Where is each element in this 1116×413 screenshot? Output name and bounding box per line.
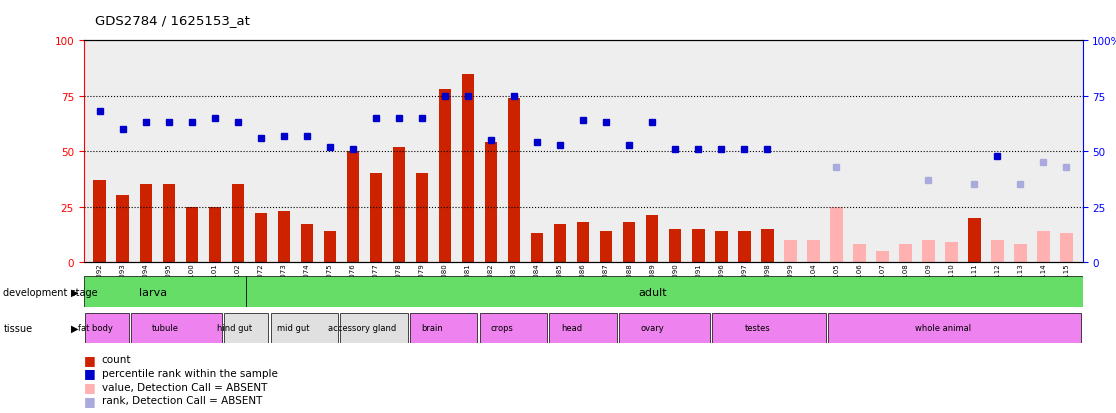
Bar (247, 277, 1083, 308)
Text: rank, Detection Call = ABSENT: rank, Detection Call = ABSENT (102, 395, 262, 405)
Text: ■: ■ (84, 353, 96, 366)
Bar (668, 229, 682, 262)
Bar (231, 185, 244, 262)
Text: whole animal: whole animal (915, 324, 971, 332)
Bar (1060, 233, 1072, 262)
Bar (828, 313, 1081, 343)
Bar (549, 313, 617, 343)
Bar (439, 90, 451, 262)
Bar (945, 242, 958, 262)
Bar (94, 180, 106, 262)
Bar (619, 313, 710, 343)
Bar (84, 277, 247, 308)
Bar (761, 229, 773, 262)
Bar (116, 196, 129, 262)
Bar (531, 233, 543, 262)
Bar (415, 174, 429, 262)
Text: mid gut: mid gut (277, 324, 309, 332)
Bar (484, 143, 498, 262)
Bar (185, 207, 199, 262)
Text: percentile rank within the sample: percentile rank within the sample (102, 368, 278, 378)
Bar (807, 240, 819, 262)
Bar (623, 223, 635, 262)
Bar (599, 231, 613, 262)
Bar (369, 174, 383, 262)
Bar (876, 251, 888, 262)
Bar (209, 207, 221, 262)
Text: value, Detection Call = ABSENT: value, Detection Call = ABSENT (102, 382, 267, 392)
Text: ■: ■ (84, 366, 96, 380)
Text: count: count (102, 354, 131, 364)
Bar (508, 99, 520, 262)
Text: GDS2784 / 1625153_at: GDS2784 / 1625153_at (95, 14, 250, 27)
Bar (783, 240, 797, 262)
Bar (853, 244, 866, 262)
Text: brain: brain (421, 324, 443, 332)
Bar (340, 313, 407, 343)
Text: adult: adult (638, 287, 667, 297)
Text: development stage: development stage (3, 287, 98, 297)
Bar (347, 152, 359, 262)
Text: ▶: ▶ (70, 323, 78, 333)
Bar (1014, 244, 1027, 262)
Bar (278, 211, 290, 262)
Text: tissue: tissue (3, 323, 32, 333)
Bar (85, 313, 129, 343)
Text: larva: larva (140, 287, 167, 297)
Bar (410, 313, 478, 343)
Bar (646, 216, 658, 262)
Text: ▶: ▶ (70, 287, 78, 297)
Bar (300, 225, 314, 262)
Bar (324, 231, 336, 262)
Text: head: head (561, 324, 583, 332)
Text: fat body: fat body (78, 324, 113, 332)
Bar (712, 313, 826, 343)
Text: ovary: ovary (641, 324, 665, 332)
Text: hind gut: hind gut (218, 324, 252, 332)
Bar (577, 223, 589, 262)
Bar (224, 313, 268, 343)
Bar (393, 147, 405, 262)
Bar (132, 313, 222, 343)
Bar (692, 229, 704, 262)
Text: accessory gland: accessory gland (328, 324, 396, 332)
Bar (554, 225, 567, 262)
Text: ■: ■ (84, 380, 96, 393)
Text: ■: ■ (84, 394, 96, 407)
Bar (830, 207, 843, 262)
Bar (163, 185, 175, 262)
Bar (271, 313, 338, 343)
Text: crops: crops (490, 324, 513, 332)
Bar (968, 218, 981, 262)
Bar (738, 231, 751, 262)
Bar (1037, 231, 1050, 262)
Bar (991, 240, 1003, 262)
Bar (254, 214, 267, 262)
Bar (480, 313, 547, 343)
Text: testes: testes (744, 324, 770, 332)
Text: tubule: tubule (152, 324, 179, 332)
Bar (462, 74, 474, 262)
Bar (715, 231, 728, 262)
Bar (899, 244, 912, 262)
Bar (140, 185, 152, 262)
Bar (922, 240, 935, 262)
